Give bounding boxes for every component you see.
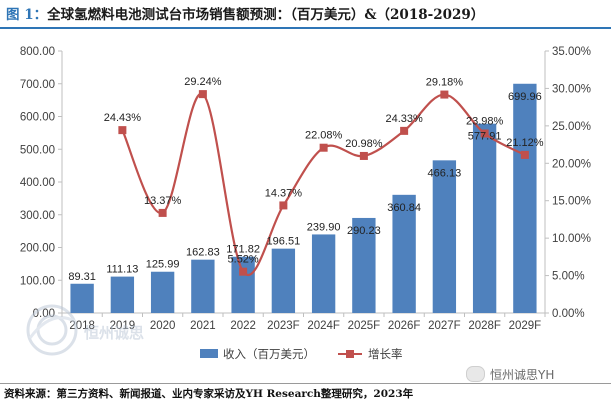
- figure-label: 图 1：: [6, 7, 48, 23]
- bar-value-label: 577.91: [468, 131, 502, 143]
- right-axis-tick-label: 5.00%: [552, 271, 585, 283]
- title-divider: [0, 27, 611, 29]
- bar: [231, 256, 255, 313]
- line-marker: [118, 126, 127, 135]
- line-value-label: 24.33%: [385, 113, 423, 125]
- x-axis-tick-label: 2027F: [428, 320, 461, 332]
- bar-value-label: 196.51: [267, 236, 301, 248]
- bar: [392, 194, 416, 313]
- right-axis-tick-label: 20.00%: [552, 158, 591, 170]
- line-marker: [198, 90, 207, 99]
- legend-line-marker: [346, 350, 354, 358]
- line-value-label: 29.24%: [184, 76, 222, 88]
- left-axis-tick-label: 600.00: [20, 112, 55, 124]
- x-axis-tick-label: 2022: [230, 320, 256, 332]
- x-axis-tick-label: 2020: [150, 320, 176, 332]
- right-axis-tick-label: 10.00%: [552, 233, 591, 245]
- line-value-label: 29.18%: [426, 77, 464, 89]
- left-axis-tick-label: 100.00: [20, 275, 55, 287]
- bar: [432, 160, 457, 313]
- bar: [513, 83, 537, 314]
- bar-value-label: 125.99: [146, 259, 180, 271]
- bar-value-label: 171.82: [226, 244, 260, 256]
- page-title: 图 1：全球氢燃料电池测试台市场销售额预测：（百万美元）&（2018-2029）: [6, 4, 484, 26]
- line-value-label: 22.08%: [305, 130, 343, 142]
- x-axis-tick-label: 2021: [190, 320, 216, 332]
- line-marker: [440, 90, 449, 99]
- source-note: 资料来源：第三方资料、新闻报道、业内专家采访及YH Research整理研究，2…: [4, 388, 414, 400]
- footer-divider: [0, 383, 611, 384]
- line-marker: [279, 201, 288, 210]
- x-axis-tick-label: 2024F: [307, 320, 340, 332]
- bar-value-label: 466.13: [428, 167, 462, 179]
- right-axis-tick-label: 25.00%: [552, 121, 591, 133]
- x-axis-tick-label: 2029F: [509, 320, 542, 332]
- bar: [472, 123, 497, 314]
- line-value-label: 21.12%: [506, 137, 544, 149]
- bar: [110, 276, 135, 313]
- line-value-label: 23.98%: [466, 115, 504, 127]
- left-axis-tick-label: 400.00: [20, 177, 55, 189]
- line-value-label: 13.37%: [144, 195, 182, 207]
- chart-title: 全球氢燃料电池测试台市场销售额预测：（百万美元）&（2018-2029）: [47, 7, 485, 23]
- x-axis-tick-label: 2025F: [348, 320, 381, 332]
- line-value-label: 14.37%: [265, 187, 303, 199]
- bar: [352, 217, 376, 313]
- bar: [271, 248, 296, 313]
- watermark-left-text: 恒州诚思: [84, 324, 145, 342]
- bar-value-label: 162.83: [186, 247, 220, 259]
- watermark-logo: 恒州诚思: [20, 298, 144, 362]
- line-value-label: 5.52%: [228, 254, 259, 266]
- logo-icon: [26, 304, 78, 356]
- bar: [311, 234, 336, 313]
- left-axis-tick-label: 700.00: [20, 79, 55, 91]
- watermark-right-text: 恒州诚思YH: [490, 367, 555, 382]
- line-marker: [239, 267, 248, 276]
- right-axis-tick-label: 15.00%: [552, 196, 591, 208]
- bar: [150, 271, 175, 313]
- left-axis-tick-label: 800.00: [20, 46, 55, 58]
- bar: [70, 283, 94, 313]
- bar-value-label: 699.96: [508, 91, 542, 103]
- right-axis-tick-label: 30.00%: [552, 83, 591, 95]
- x-axis-tick-label: 2023F: [267, 320, 300, 332]
- right-axis-tick-label: 35.00%: [552, 46, 591, 58]
- bar: [191, 259, 215, 313]
- legend-line-label: 增长率: [368, 347, 403, 361]
- bar-value-label: 360.84: [387, 202, 421, 214]
- watermark-right: 恒州诚思YH: [466, 364, 554, 384]
- x-axis-tick-label: 2028F: [468, 320, 501, 332]
- right-axis-tick-label: 0.00%: [552, 308, 585, 320]
- x-axis-tick-label: 2019: [110, 320, 136, 332]
- left-axis-tick-label: 300.00: [20, 210, 55, 222]
- bar-value-label: 290.23: [347, 225, 381, 237]
- legend-bar-label: 收入（百万美元）: [223, 347, 315, 361]
- chart: 0.00100.00200.00300.00400.00500.00600.00…: [20, 46, 591, 361]
- line-marker: [319, 143, 328, 152]
- wechat-icon: [466, 366, 485, 382]
- line-value-label: 20.98%: [345, 138, 383, 150]
- x-axis-tick-label: 2026F: [388, 320, 421, 332]
- line-marker: [158, 208, 167, 217]
- legend-bar-swatch: [200, 349, 218, 358]
- line-marker: [400, 126, 409, 135]
- bar-value-label: 89.31: [68, 271, 96, 283]
- left-axis-tick-label: 500.00: [20, 144, 55, 156]
- line-marker: [359, 151, 368, 160]
- line-marker: [520, 150, 529, 159]
- line-value-label: 24.43%: [104, 112, 142, 124]
- bar-value-label: 239.90: [307, 221, 341, 233]
- line-marker: [480, 129, 489, 138]
- left-axis-tick-label: 200.00: [20, 243, 55, 255]
- bar-value-label: 111.13: [106, 264, 138, 276]
